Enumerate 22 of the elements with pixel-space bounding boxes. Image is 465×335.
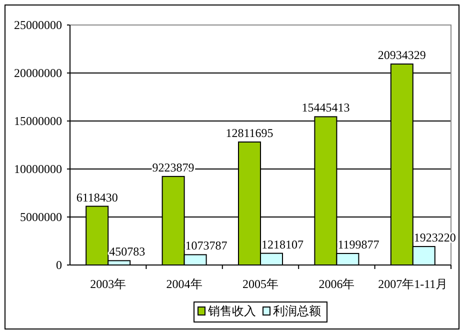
data-label: 6118430 [76,190,118,204]
data-label: 1218107 [262,237,304,252]
data-label: 1073787 [185,238,228,253]
data-label: 450783 [109,244,146,259]
legend-label: 利润总额 [273,304,321,318]
data-label: 1199877 [338,237,380,252]
y-tick-label: 5000000 [20,210,62,224]
data-label: 1923220 [414,230,456,245]
x-tick-label: 2003年 [90,277,126,291]
x-tick-label: 2006年 [318,277,355,291]
y-tick-label: 15000000 [14,114,62,128]
data-label: 12811695 [226,126,274,140]
data-label: 15445413 [302,100,350,115]
y-tick-label: 10000000 [14,162,62,176]
y-tick-label: 20000000 [14,66,62,80]
x-tick-label: 2004年 [166,277,202,291]
x-tick-label: 2007年1-11月 [378,277,448,291]
y-tick-label: 0 [56,258,62,272]
y-tick-label: 25000000 [14,18,62,32]
legend-label: 销售收入 [207,304,256,318]
x-tick-label: 2005年 [242,277,278,291]
data-label: 20934329 [378,48,426,62]
